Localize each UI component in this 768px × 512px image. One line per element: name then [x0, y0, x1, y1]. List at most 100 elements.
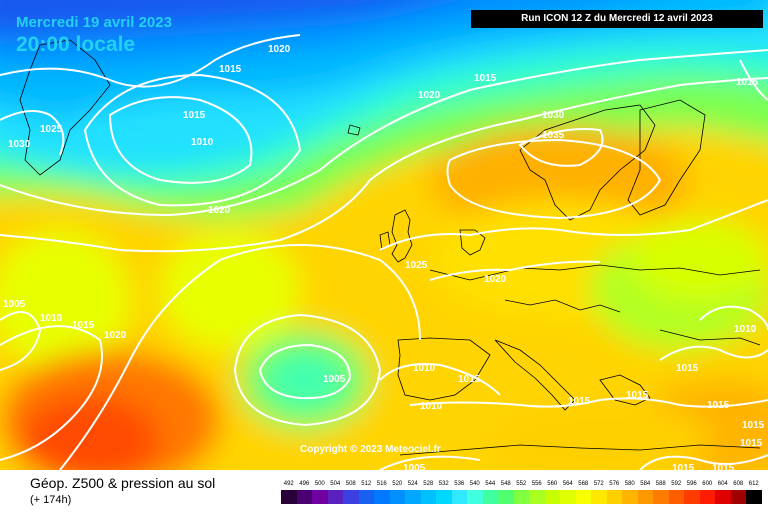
scale-swatch [312, 490, 328, 504]
isobar-label: 1025 [40, 124, 63, 135]
scale-swatch [529, 490, 545, 504]
scale-swatch [420, 490, 436, 504]
isobar-label: 1005 [323, 374, 346, 385]
scale-label: 492 [283, 481, 294, 487]
scale-label: 580 [624, 481, 635, 487]
scale-swatch [281, 490, 297, 504]
scale-swatch [498, 490, 514, 504]
isobar-label: 1010 [734, 324, 757, 335]
scale-swatch [715, 490, 731, 504]
scale-label: 520 [392, 481, 403, 487]
isobar-label: 1015 [458, 374, 481, 385]
scale-swatch [482, 490, 498, 504]
isobar-label: 1015 [736, 77, 759, 88]
isobar-label: 1010 [420, 401, 443, 412]
scale-swatch [622, 490, 638, 504]
scale-swatch [544, 490, 560, 504]
scale-swatch [358, 490, 374, 504]
scale-swatch [513, 490, 529, 504]
isobar-lines [0, 34, 768, 470]
scale-label: 548 [500, 481, 511, 487]
scale-label: 564 [562, 481, 573, 487]
color-scale: 492 496 500 504 508 512 516 520 524 528 532 536 540 5… [281, 481, 762, 504]
scale-label: 504 [330, 481, 341, 487]
isobar-label: 1010 [413, 363, 436, 374]
legend-panel: Géop. Z500 & pression au sol (+ 174h) 49… [0, 470, 768, 512]
isobar-label: 1005 [3, 299, 26, 310]
weather-map: 1020 1015 1030 1025 1015 1010 1020 1015 … [0, 0, 768, 470]
scale-label: 584 [640, 481, 651, 487]
scale-label: 536 [454, 481, 465, 487]
scale-swatch [296, 490, 312, 504]
scale-label: 596 [686, 481, 697, 487]
scale-label: 528 [423, 481, 434, 487]
scale-swatch [405, 490, 421, 504]
scale-swatch [436, 490, 452, 504]
scale-label: 500 [314, 481, 325, 487]
isobar-label: 1010 [191, 137, 214, 148]
isobar-label: 1020 [208, 205, 231, 216]
isobar-label: 1020 [418, 90, 441, 101]
scale-swatch [575, 490, 591, 504]
scale-label: 544 [485, 481, 496, 487]
scale-label: 496 [299, 481, 310, 487]
scale-swatch [730, 490, 746, 504]
scale-label: 608 [733, 481, 744, 487]
scale-label: 572 [593, 481, 604, 487]
isobar-label: 1015 [183, 110, 206, 121]
scale-swatch [591, 490, 607, 504]
scale-swatch [699, 490, 715, 504]
scale-label: 556 [531, 481, 542, 487]
scale-label: 588 [655, 481, 666, 487]
isobar-label: 1030 [542, 110, 565, 121]
isobar-label: 1015 [568, 396, 591, 407]
scale-swatch [668, 490, 684, 504]
isobar-label: 1015 [742, 420, 765, 431]
isobar-label: 1015 [72, 320, 95, 331]
scale-label: 612 [748, 481, 759, 487]
isobar-label: 1020 [484, 274, 507, 285]
scale-swatch [451, 490, 467, 504]
isobar-label: 1005 [403, 463, 426, 470]
isobar-label: 1015 [672, 463, 695, 470]
isobar-label: 1015 [712, 463, 735, 470]
scale-label: 600 [702, 481, 713, 487]
scale-label: 592 [671, 481, 682, 487]
scale-label: 576 [609, 481, 620, 487]
forecast-time: 20:00 locale [16, 33, 136, 56]
isobar-label: 1020 [268, 44, 291, 55]
isobar-label: 1015 [474, 73, 497, 84]
scale-swatch [389, 490, 405, 504]
scale-swatch [653, 490, 669, 504]
isobar-label: 1015 [219, 64, 242, 75]
scale-label: 508 [345, 481, 356, 487]
isobar-label: 1025 [405, 260, 428, 271]
isobar-label: 1015 [707, 400, 730, 411]
scale-label: 516 [376, 481, 387, 487]
scale-label: 524 [407, 481, 418, 487]
scale-label: 560 [547, 481, 558, 487]
map-canvas: 1020 1015 1030 1025 1015 1010 1020 1015 … [0, 0, 768, 470]
isobar-label: 1020 [104, 330, 127, 341]
scale-swatch [746, 490, 762, 504]
scale-swatch [327, 490, 343, 504]
isobar-label: 1015 [740, 438, 763, 449]
model-run-label: Run ICON 12 Z du Mercredi 12 avril 2023 [471, 10, 763, 28]
isobar-label: 1010 [40, 313, 63, 324]
scale-swatch [637, 490, 653, 504]
scale-label: 512 [361, 481, 372, 487]
scale-label: 604 [717, 481, 728, 487]
isobar-label: 1015 [626, 390, 649, 401]
isobar-label: 1035 [542, 130, 565, 141]
forecast-date: Mercredi 19 avril 2023 [16, 14, 172, 31]
scale-label: 540 [469, 481, 480, 487]
scale-swatch [560, 490, 576, 504]
scale-label: 568 [578, 481, 589, 487]
scale-swatch [343, 490, 359, 504]
scale-swatch [684, 490, 700, 504]
isobar-labels: 1020 1015 1030 1025 1015 1010 1020 1015 … [3, 44, 765, 470]
scale-swatch [467, 490, 483, 504]
isobar-label: 1030 [8, 139, 31, 150]
legend-title: Géop. Z500 & pression au sol [30, 475, 216, 491]
isobar-label: 1015 [676, 363, 699, 374]
